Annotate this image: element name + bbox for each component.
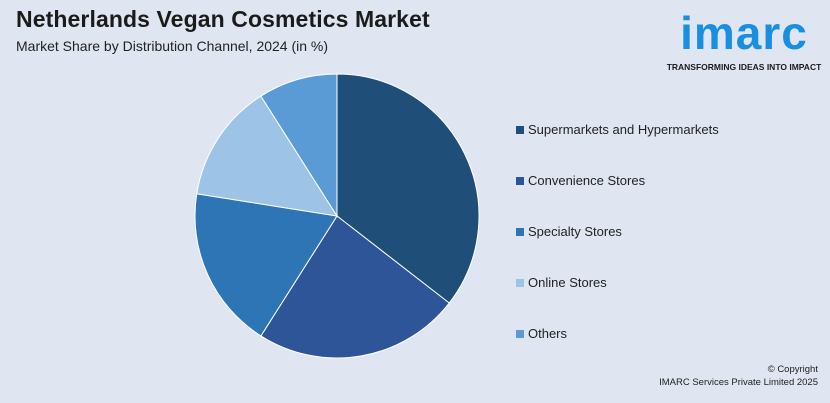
legend-label: Others (528, 326, 568, 341)
legend-item: Others (516, 308, 756, 359)
legend-swatch (516, 176, 524, 185)
copyright-line-1: © Copyright (767, 364, 818, 375)
legend-swatch (516, 125, 524, 134)
legend-label: Online Stores (528, 275, 607, 290)
copyright-line-2: IMARC Services Private Limited 2025 (659, 377, 818, 388)
pie-slice-others (260, 73, 338, 218)
logo-tagline: TRANSFORMING IDEAS INTO IMPACT (666, 62, 822, 72)
legend-label: Specialty Stores (528, 224, 622, 239)
chart-legend: Supermarkets and Hypermarkets Convenience… (516, 104, 756, 359)
legend-item: Specialty Stores (516, 206, 756, 257)
logo-wordmark: imarc (680, 7, 808, 59)
imarc-logo: imarc TRANSFORMING IDEAS INTO IMPACT (664, 4, 824, 74)
legend-item: Supermarkets and Hypermarkets (516, 104, 756, 155)
pie-slice-online-stores (196, 95, 339, 217)
legend-swatch (516, 329, 524, 338)
legend-item: Online Stores (516, 257, 756, 308)
pie-slice-convenience-stores (260, 215, 450, 359)
legend-label: Convenience Stores (528, 173, 646, 188)
copyright-notice: © Copyright IMARC Services Private Limit… (659, 363, 818, 389)
legend-swatch (516, 278, 524, 287)
legend-item: Convenience Stores (516, 155, 756, 206)
pie-slice-supermarkets-and-hypermarkets (336, 73, 480, 304)
legend-label: Supermarkets and Hypermarkets (528, 122, 719, 137)
chart-subtitle: Market Share by Distribution Channel, 20… (16, 38, 329, 54)
pie-slice-specialty-stores (194, 193, 338, 337)
legend-swatch (516, 227, 524, 236)
chart-title: Netherlands Vegan Cosmetics Market (16, 6, 430, 32)
